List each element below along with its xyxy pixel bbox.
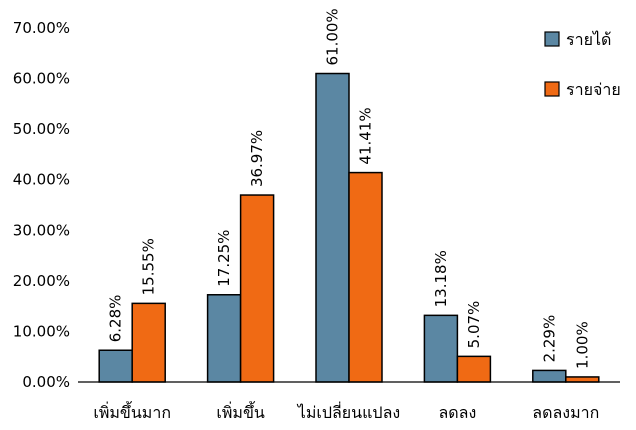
y-axis-tick-labels: 0.00% 10.00% 20.00% 30.00% 40.00% 50.00% 60.00… [13,19,70,391]
y-tick-label: 60.00% [13,70,70,88]
bar-expense [456,355,492,383]
legend-label: รายได้ [566,30,611,49]
data-label: 5.07% [465,301,483,349]
legend-swatch [544,81,560,97]
bar-income [206,294,242,383]
y-tick-label: 0.00% [22,373,70,391]
bar-expense [239,194,275,383]
data-label: 15.55% [140,238,158,295]
category-label: เพิ่มขึ้น [216,401,265,422]
y-tick-label: 70.00% [13,19,70,37]
data-label: 1.00% [573,321,591,369]
bar-income [532,369,567,383]
data-label: 41.41% [357,107,375,164]
data-label: 2.29% [540,315,558,363]
bar-series [98,72,600,383]
data-label: 6.28% [107,295,125,343]
y-tick-label: 40.00% [13,171,70,189]
category-label: เพิ่มขึ้นมาก [93,401,171,422]
y-tick-label: 20.00% [13,272,70,290]
x-axis-category-labels: เพิ่มขึ้นมาก เพิ่มขึ้น ไม่เปลี่ยนแปลง ลดลง ล… [93,401,599,422]
category-label: ลดลงมาก [532,403,599,422]
bar-income [423,314,459,383]
bar-income [98,349,133,383]
bar-expense [348,171,383,383]
legend: รายได้รายจ่าย [544,30,621,99]
y-tick-label: 50.00% [13,120,70,138]
bar-income [315,72,350,383]
data-labels: 6.28% 15.55% 17.25% 36.97% 61.00% 41.41% 13.18… [107,8,592,369]
data-label: 17.25% [215,230,233,287]
legend-label: รายจ่าย [566,80,621,99]
bar-expense [131,302,166,383]
data-label: 61.00% [324,8,342,65]
y-tick-label: 30.00% [13,221,70,239]
y-tick-label: 10.00% [13,322,70,340]
data-label: 36.97% [248,130,266,187]
category-label: ลดลง [438,403,476,422]
data-label: 13.18% [432,250,450,307]
bar-expense [565,376,600,383]
legend-swatch [544,31,560,47]
category-label: ไม่เปลี่ยนแปลง [296,401,400,422]
